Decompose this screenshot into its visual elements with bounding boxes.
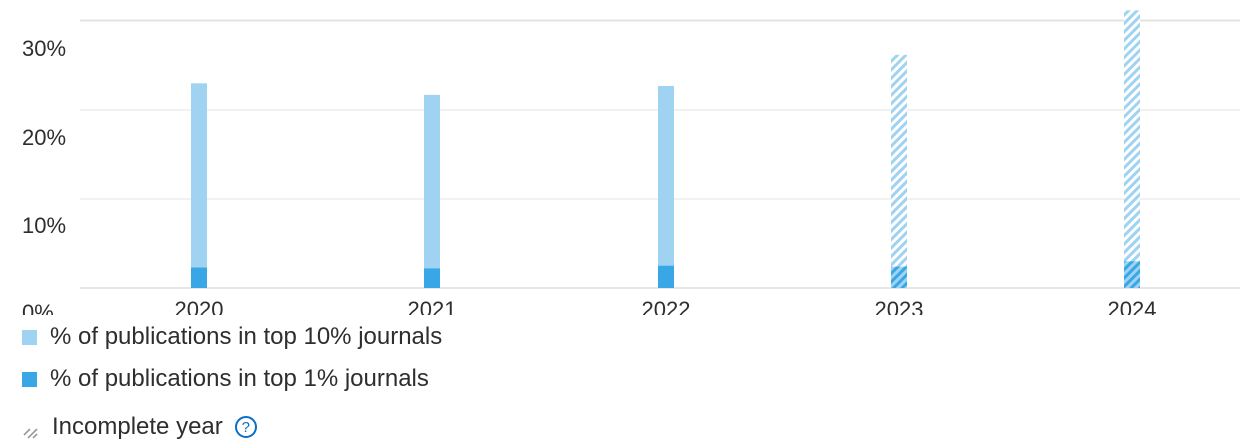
y-tick-label: 30% bbox=[22, 36, 66, 61]
x-tick-label: 2021 bbox=[408, 297, 457, 315]
bar-top10-2023[interactable] bbox=[891, 54, 907, 288]
y-tick-label: 10% bbox=[22, 213, 66, 238]
x-tick-label: 2023 bbox=[875, 297, 924, 315]
bar-top1-2022[interactable] bbox=[658, 265, 674, 288]
hatch-pattern-icon bbox=[22, 419, 39, 439]
y-tick-label: 0% bbox=[22, 300, 54, 315]
bar-top10-2024[interactable] bbox=[1124, 10, 1140, 288]
bar-chart: 0% 10% 20% 30% 2020 2021 2022 2023 2024 bbox=[22, 10, 1240, 315]
legend-label-incomplete: Incomplete year bbox=[52, 413, 223, 440]
bar-top10-2021[interactable] bbox=[424, 94, 440, 289]
bar-top10-2020[interactable] bbox=[191, 83, 207, 288]
bar-top1-2021[interactable] bbox=[424, 268, 440, 288]
bar-top1-2024[interactable] bbox=[1124, 261, 1140, 288]
legend-item-top1[interactable]: % of publications in top 1% journals bbox=[22, 364, 442, 394]
legend-item-incomplete: Incomplete year ? bbox=[22, 412, 442, 442]
x-tick-label: 2024 bbox=[1108, 297, 1157, 315]
bar-top10-2022[interactable] bbox=[658, 85, 674, 288]
legend-swatch-top1 bbox=[22, 371, 37, 387]
bar-top1-2020[interactable] bbox=[191, 267, 207, 288]
legend-swatch-top10 bbox=[22, 329, 37, 345]
chart-area: 0% 10% 20% 30% 2020 2021 2022 2023 2024 bbox=[22, 10, 1240, 315]
x-tick-label: 2022 bbox=[642, 297, 691, 315]
x-tick-label: 2020 bbox=[175, 297, 224, 315]
legend-label-top10: % of publications in top 10% journals bbox=[50, 323, 443, 350]
x-axis-ticks: 2020 2021 2022 2023 2024 bbox=[175, 297, 1157, 315]
y-axis-ticks: 0% 10% 20% 30% bbox=[22, 36, 66, 315]
help-question-icon[interactable]: ? bbox=[234, 416, 257, 438]
chart-legend: % of publications in top 10% journals % … bbox=[22, 322, 442, 442]
bar-top1-2023[interactable] bbox=[891, 266, 907, 288]
bars bbox=[191, 10, 1140, 289]
legend-label-top1: % of publications in top 1% journals bbox=[50, 365, 429, 392]
legend-item-top10[interactable]: % of publications in top 10% journals bbox=[22, 322, 442, 352]
y-tick-label: 20% bbox=[22, 125, 66, 150]
